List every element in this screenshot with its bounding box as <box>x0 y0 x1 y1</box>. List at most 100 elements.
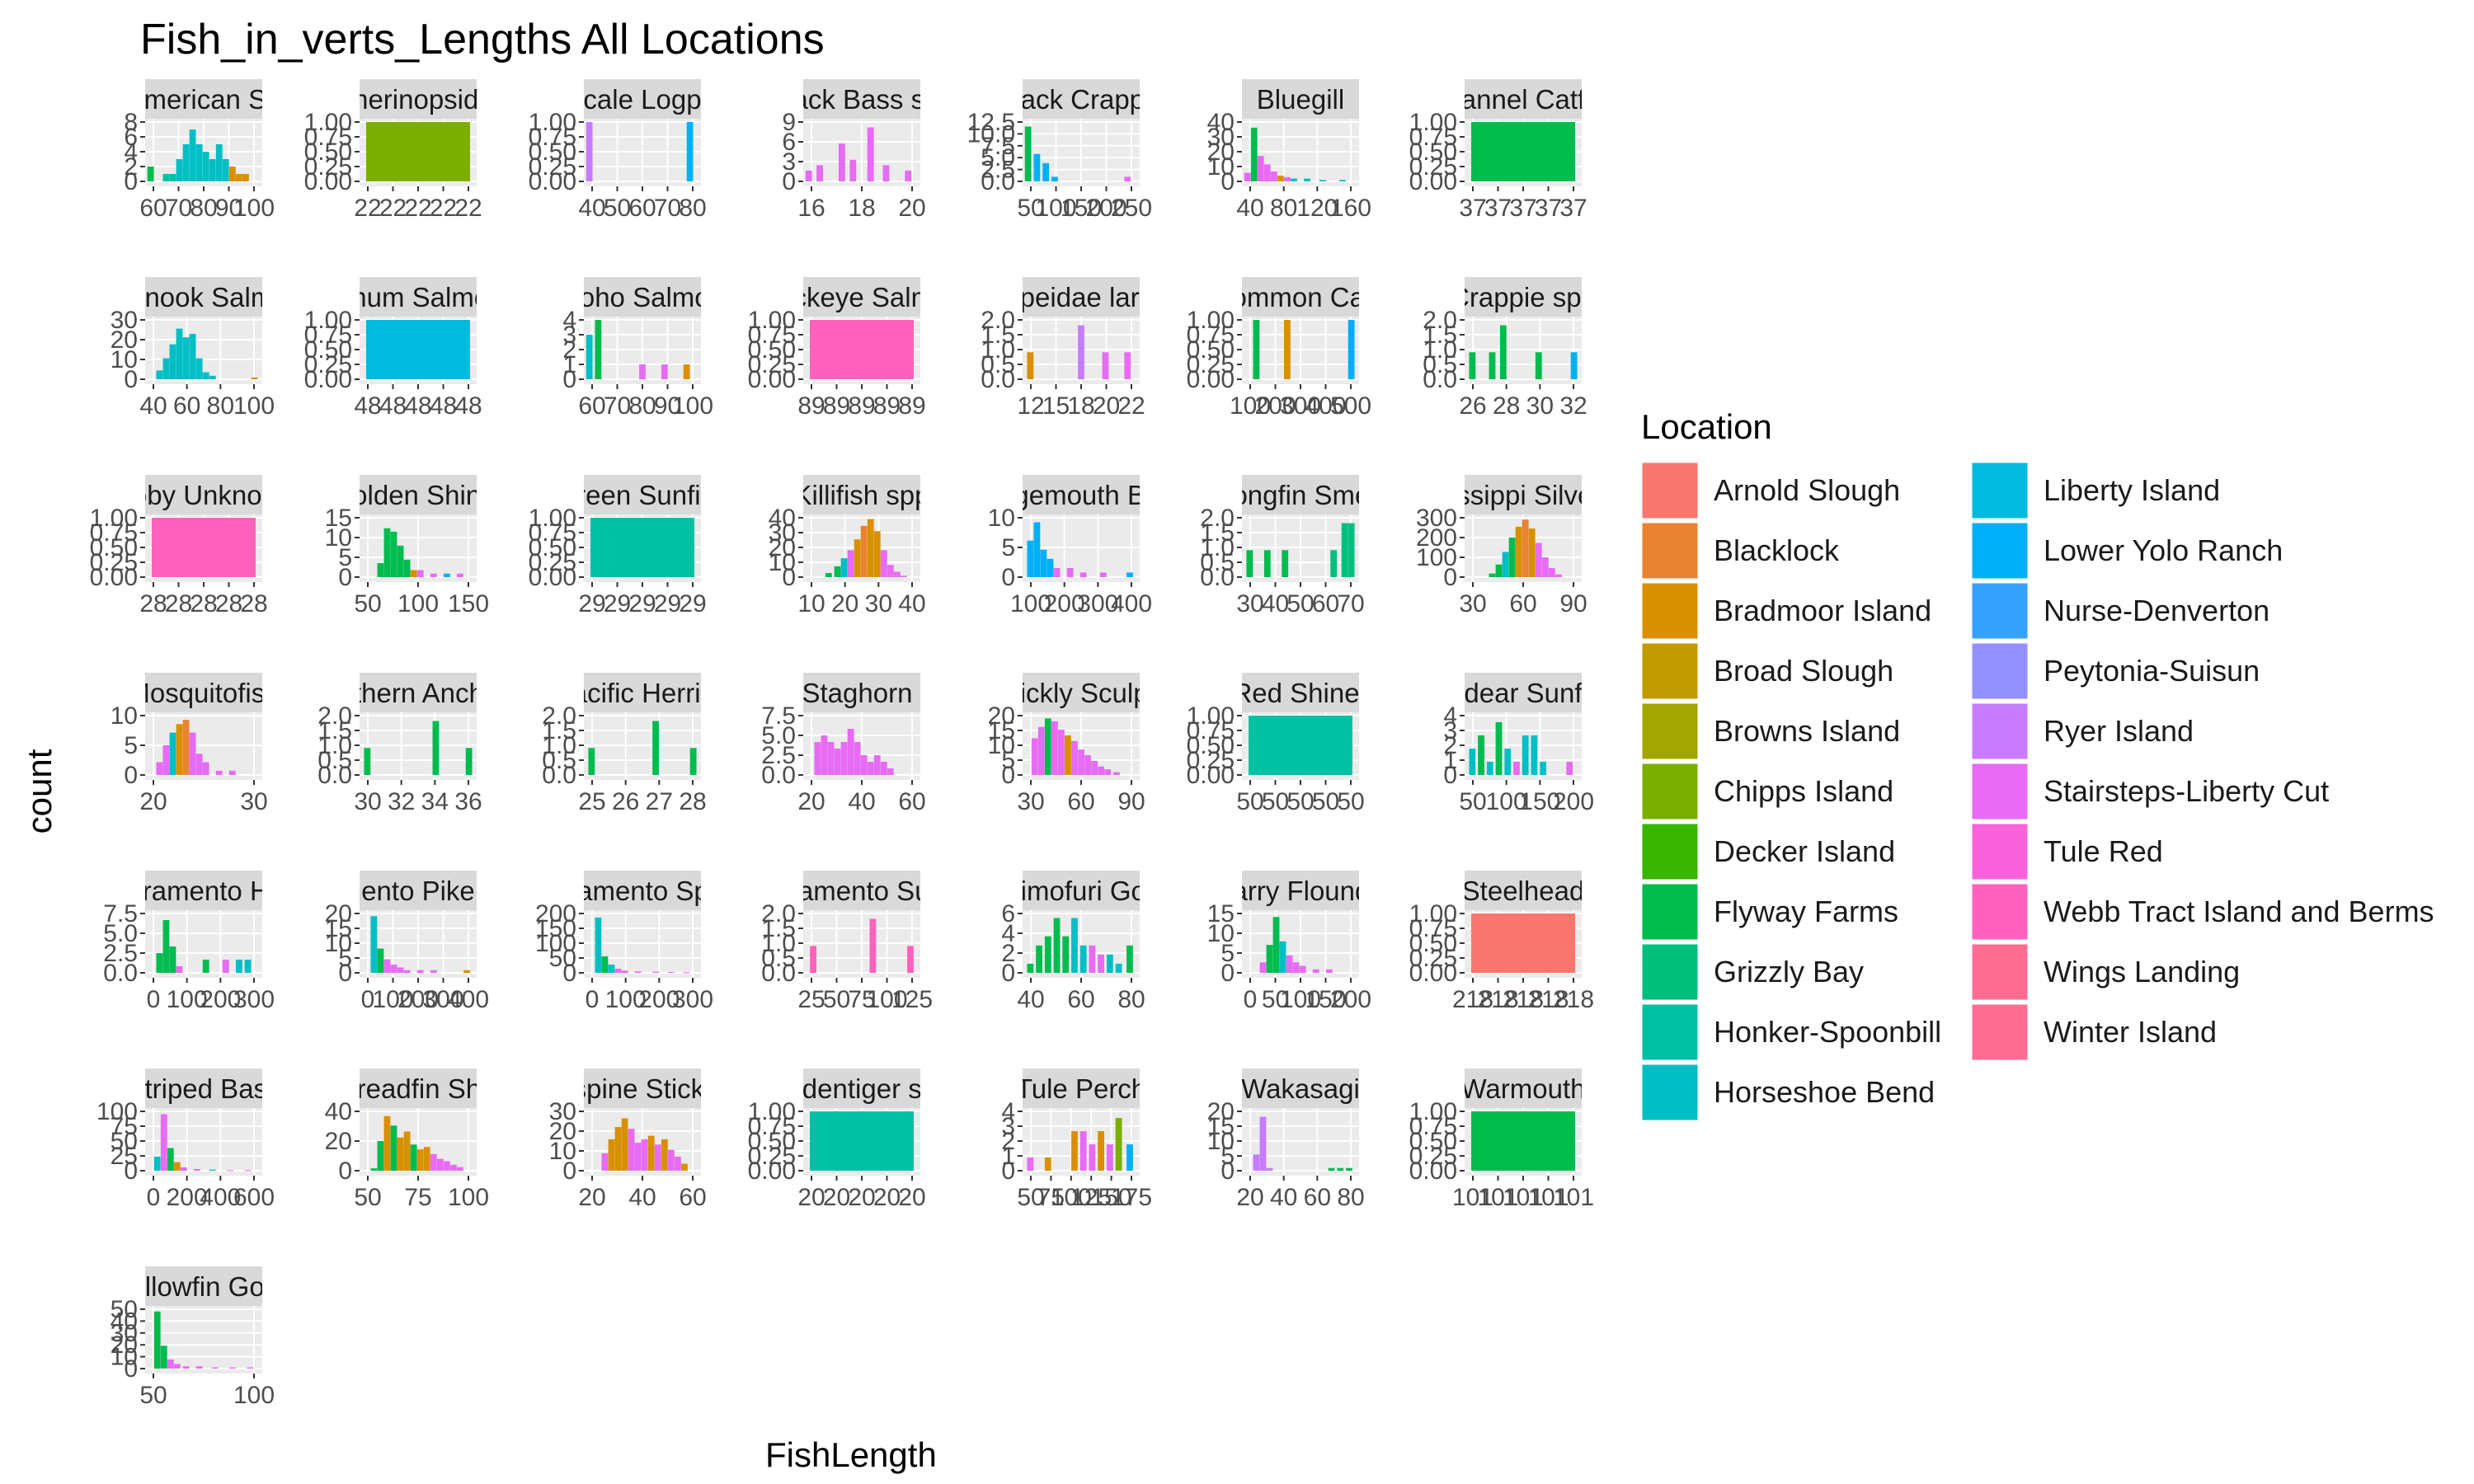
y-tick-label: 50 <box>111 1128 138 1155</box>
x-tick-label: 100 <box>448 1184 489 1211</box>
x-tick-label: 90 <box>1559 590 1587 618</box>
facet-strip-label: Goby Unknown <box>111 480 297 510</box>
x-tick-label: 150 <box>1061 195 1102 222</box>
histogram-bar <box>416 1149 424 1171</box>
x-tick-label: 50 <box>1262 986 1289 1013</box>
x-tick-label: 20 <box>873 1184 901 1211</box>
histogram-bar <box>410 570 417 577</box>
legend-key <box>1639 1002 1700 1063</box>
histogram-bar <box>628 1129 635 1171</box>
facet-strip-label: Tridentiger spp <box>772 1073 952 1104</box>
histogram-bar <box>1495 722 1503 775</box>
y-tick-label: 0 <box>1221 168 1235 195</box>
histogram-bar <box>1319 180 1326 181</box>
y-tick-label: 0.75 <box>529 519 576 547</box>
facet-strip <box>803 79 920 119</box>
x-tick-label: 120 <box>1296 195 1338 222</box>
legend-key <box>1969 580 2030 641</box>
y-tick-label: 2 <box>562 336 576 364</box>
legend-label: Nurse-Denverton <box>2044 594 2269 627</box>
x-tick-label: 101 <box>1452 1184 1493 1211</box>
y-tick-label: 0.5 <box>981 351 1015 378</box>
y-tick-label: 0.75 <box>748 1113 796 1140</box>
x-tick-label: 20 <box>898 195 925 222</box>
histogram-bar <box>873 755 881 775</box>
histogram-bar <box>443 1161 450 1171</box>
histogram-bar <box>1115 963 1122 973</box>
histogram-bar <box>1253 320 1260 379</box>
histogram-bar <box>1037 726 1045 775</box>
legend-key <box>1639 580 1700 641</box>
histogram-bar <box>247 1367 254 1369</box>
y-tick-label: 0 <box>124 168 138 195</box>
x-tick-label: 100 <box>605 986 647 1013</box>
x-tick-label: 200 <box>1330 986 1371 1013</box>
x-tick-label: 50 <box>1017 195 1044 222</box>
facet-strip <box>1465 1068 1582 1108</box>
x-tick-label: 20 <box>1236 1184 1263 1211</box>
facet-strip <box>584 871 701 910</box>
y-tick-label: 10 <box>769 549 796 576</box>
y-tick-label: 0.00 <box>1409 1158 1457 1185</box>
histogram-bar <box>810 1111 914 1171</box>
y-tick-label: 1.00 <box>304 109 352 136</box>
histogram-bar <box>1284 320 1291 379</box>
histogram-bar <box>235 174 242 181</box>
legend-label: Blacklock <box>1714 533 1840 567</box>
histogram-bar <box>1040 549 1047 577</box>
y-tick-label: 0 <box>124 366 138 393</box>
histogram-bar <box>182 1366 190 1369</box>
histogram-bar <box>1299 965 1306 973</box>
histogram-bar <box>595 918 602 973</box>
histogram-bar <box>195 1366 203 1369</box>
y-tick-label: 30 <box>111 307 138 334</box>
legend-key <box>1639 1062 1700 1123</box>
histogram-bar <box>228 167 236 181</box>
y-tick-label: 6 <box>782 129 796 156</box>
facet-panel: Bigscale Logperch 0.000.250.500.751.00 405… <box>529 79 707 222</box>
x-tick-label: 0 <box>147 986 161 1013</box>
histogram-bar <box>162 745 170 775</box>
histogram-bar <box>1259 1116 1267 1171</box>
histogram-bar <box>1244 172 1251 181</box>
histogram-bar <box>1044 718 1051 775</box>
y-tick-label: 10 <box>988 505 1015 532</box>
y-tick-label: 0 <box>1001 762 1015 789</box>
histogram-bar <box>1486 762 1493 775</box>
x-tick-label: 37 <box>1484 195 1512 222</box>
facet-strip <box>1242 475 1359 514</box>
legend-label: Webb Tract Island and Berms <box>2044 895 2434 928</box>
x-tick-label: 300 <box>1280 392 1321 420</box>
y-tick-label: 0.5 <box>542 747 576 774</box>
x-tick-label: 100 <box>233 195 275 222</box>
histogram-bar <box>586 335 593 379</box>
histogram-bar <box>834 566 841 577</box>
x-tick-label: 125 <box>891 986 933 1013</box>
histogram-bar <box>867 519 874 577</box>
histogram-bar <box>661 364 668 379</box>
y-tick-label: 5 <box>338 544 352 571</box>
histogram-bar <box>1570 352 1578 379</box>
histogram-bar <box>235 960 242 973</box>
x-tick-label: 50 <box>1286 788 1314 815</box>
y-tick-label: 0.50 <box>1409 139 1457 166</box>
x-tick-label: 48 <box>379 392 407 420</box>
x-tick-label: 150 <box>1519 788 1560 815</box>
legend-label: Flyway Farms <box>1714 895 1898 928</box>
legend-label: Arnold Slough <box>1714 473 1900 507</box>
x-tick-label: 100 <box>233 392 275 420</box>
facet-strip-label: Red Shiner <box>1232 678 1368 708</box>
histogram-bar <box>1126 945 1133 973</box>
histogram-bar <box>1079 945 1087 973</box>
facet-strip-label: Threadfin Shad <box>325 1073 511 1104</box>
histogram-bar <box>1027 540 1034 577</box>
histogram-bar <box>1535 352 1542 379</box>
x-tick-label: 100 <box>1010 590 1051 618</box>
histogram-bar <box>1078 749 1084 775</box>
histogram-bar <box>1053 567 1061 577</box>
